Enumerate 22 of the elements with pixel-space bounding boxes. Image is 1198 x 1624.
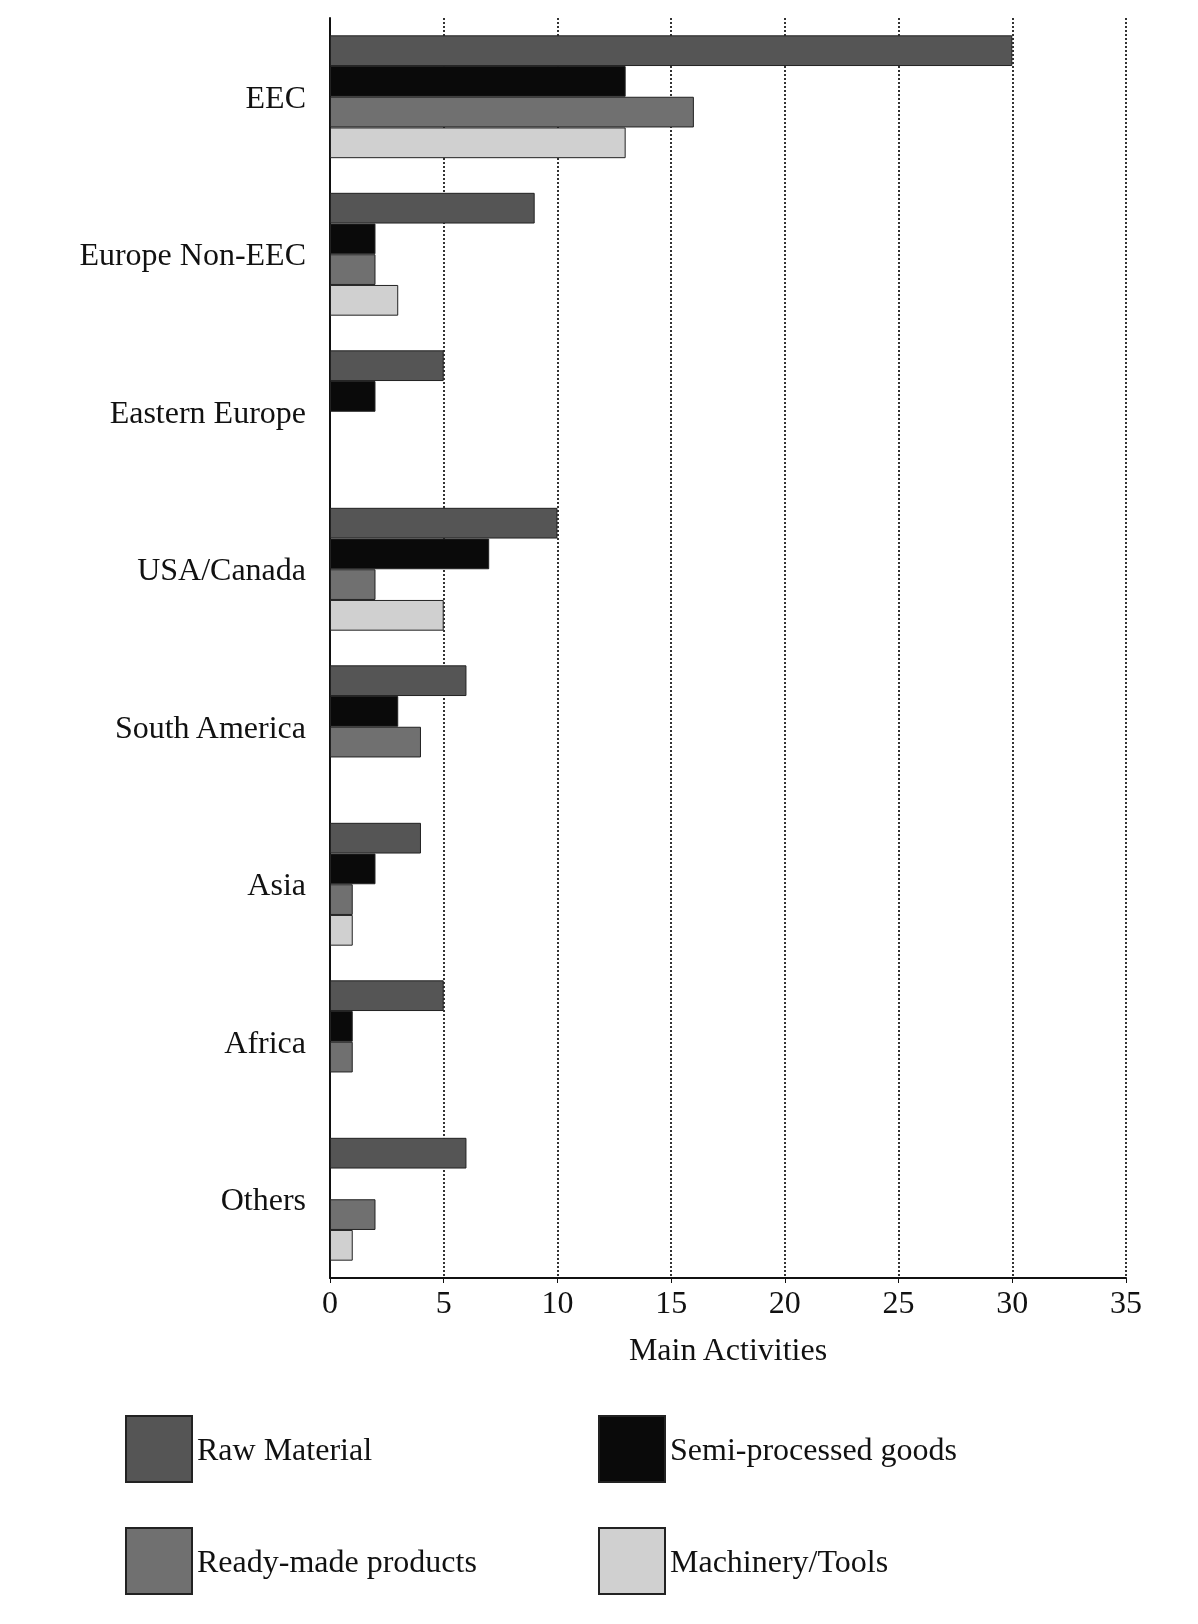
legend-label: Ready-made products <box>197 1543 477 1579</box>
y-tick-label: Others <box>220 1181 306 1218</box>
x-tick-label: 10 <box>541 1284 574 1320</box>
y-tick-label: USA/Canada <box>137 551 306 588</box>
x-tick-label: 25 <box>882 1284 915 1320</box>
x-tick-label: 15 <box>655 1284 688 1320</box>
y-tick-label: Europe Non-EEC <box>79 236 306 273</box>
y-tick-label: Africa <box>224 1023 306 1060</box>
x-tick-label: 30 <box>996 1284 1029 1320</box>
y-tick-label: South America <box>114 708 306 745</box>
y-tick-label: Asia <box>247 866 306 903</box>
bar <box>330 1137 467 1169</box>
x-axis-title: Main Activities <box>628 1331 828 1367</box>
x-tick-label: 35 <box>1110 1284 1142 1320</box>
legend-label: Semi-processed goods <box>670 1431 958 1467</box>
x-tick-label: 0 <box>322 1284 338 1320</box>
x-tick-label: 5 <box>435 1284 452 1320</box>
x-tick-label: 20 <box>768 1284 801 1320</box>
legend-label: Machinery/Tools <box>670 1543 889 1579</box>
legend-label: Raw Material <box>197 1431 373 1467</box>
y-tick-label: EEC <box>245 78 306 115</box>
y-tick-label: Eastern Europe <box>109 393 306 430</box>
